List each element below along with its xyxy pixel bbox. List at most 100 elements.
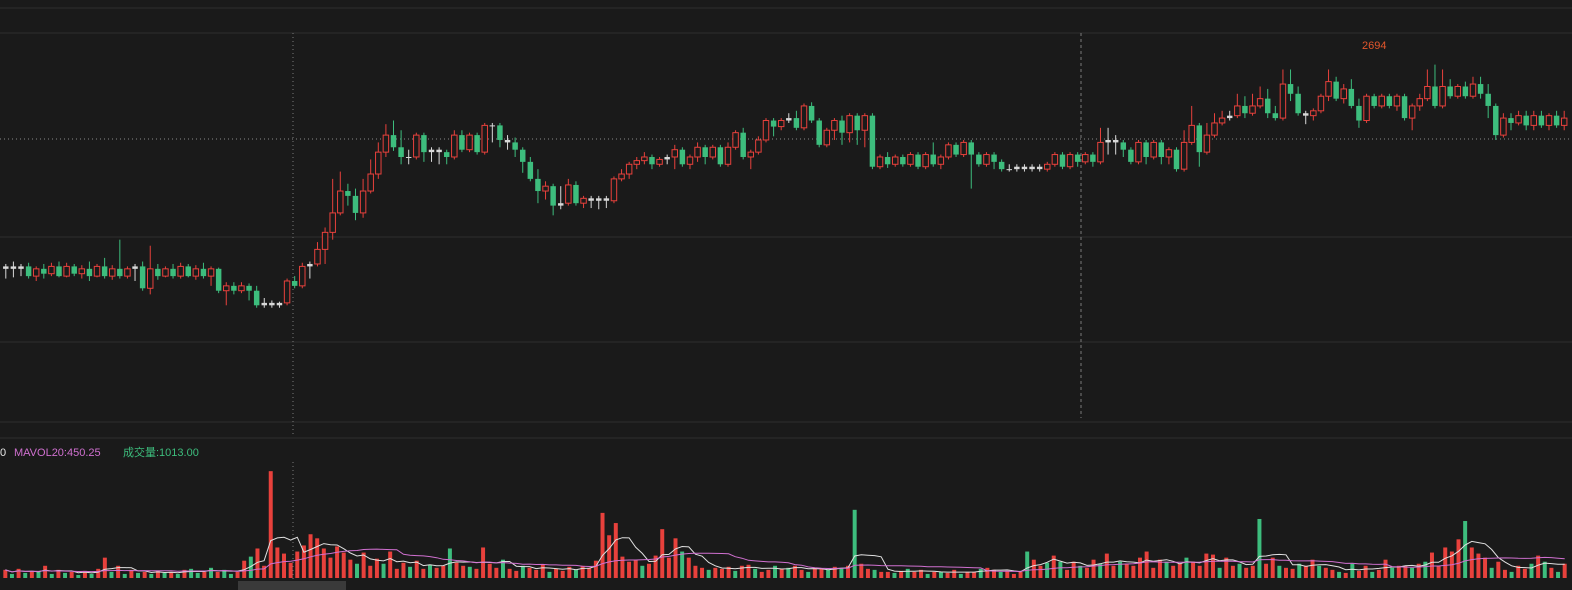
candle[interactable] [269,300,275,308]
volume-bar[interactable] [1211,554,1215,578]
volume-bar[interactable] [1217,567,1222,578]
volume-bar[interactable] [1529,563,1534,578]
volume-bar[interactable] [1496,561,1501,578]
candle[interactable] [945,142,952,160]
volume-bar[interactable] [1277,565,1282,578]
candle[interactable] [1059,152,1066,170]
volume-bar[interactable] [1536,555,1541,578]
volume-bar[interactable] [102,557,107,578]
candle[interactable] [1196,122,1203,167]
volume-bar[interactable] [799,569,804,578]
volume-bar[interactable] [779,568,784,578]
volume-bar[interactable] [1396,565,1401,578]
candle[interactable] [770,118,777,137]
volume-bar[interactable] [587,567,592,578]
candle[interactable] [1218,110,1226,126]
volume-bar[interactable] [308,534,313,578]
candle[interactable] [1454,84,1462,99]
volume-bar[interactable] [905,568,910,578]
candle[interactable] [192,265,200,280]
volume-bar[interactable] [76,574,81,578]
volume-bar[interactable] [1350,563,1355,578]
volume-bar[interactable] [268,471,273,578]
volume-bar[interactable] [607,535,612,578]
candle[interactable] [732,130,739,150]
candle[interactable] [915,152,921,170]
candle[interactable] [1523,110,1529,131]
volume-bar[interactable] [534,569,539,578]
candle[interactable] [321,227,329,264]
volume-bar[interactable] [374,558,379,578]
volume-bar[interactable] [321,548,326,578]
volume-bar[interactable] [228,573,233,578]
volume-bar[interactable] [1138,557,1142,578]
volume-bar[interactable] [938,571,943,578]
candle[interactable] [664,154,670,165]
candle[interactable] [550,183,556,216]
candle[interactable] [185,263,191,278]
candle[interactable] [625,161,633,179]
volume-bar[interactable] [36,571,41,578]
candle[interactable] [983,152,990,167]
volume-bar[interactable] [1456,539,1461,578]
candle[interactable] [18,263,24,277]
candle[interactable] [960,139,967,157]
candle[interactable] [283,278,291,306]
volume-bar[interactable] [859,563,864,578]
volume-bar[interactable] [1476,553,1481,578]
volume-bar[interactable] [149,573,154,578]
volume-bar[interactable] [1058,561,1063,578]
volume-bar[interactable] [215,571,220,578]
volume-bar[interactable] [1310,559,1315,578]
volume-bar[interactable] [507,568,512,578]
candle[interactable] [558,186,564,210]
volume-bar[interactable] [1011,573,1016,578]
candle[interactable] [876,154,884,170]
volume-bar[interactable] [1184,557,1189,578]
volume-bar[interactable] [414,560,419,578]
volume-bar[interactable] [1250,565,1255,578]
volume-bar[interactable] [633,559,638,578]
volume-bar[interactable] [1303,565,1308,578]
candle[interactable] [823,127,831,148]
volume-bar[interactable] [792,565,797,578]
volume-bar[interactable] [202,571,207,578]
volume-bar[interactable] [255,548,260,578]
candle[interactable] [846,113,853,143]
candle[interactable] [633,156,641,170]
candle[interactable] [459,130,465,153]
candle[interactable] [747,149,755,170]
volume-bar[interactable] [826,569,831,578]
candle[interactable] [610,176,618,204]
candle[interactable] [1439,69,1446,109]
volume-bar[interactable] [49,573,54,578]
candle[interactable] [3,263,9,279]
candle[interactable] [1432,64,1438,109]
volume-bar[interactable] [388,551,393,578]
volume-bar[interactable] [892,572,897,578]
volume-bar[interactable] [1118,561,1123,578]
candle[interactable] [679,147,686,167]
candle[interactable] [132,263,138,281]
volume-bar[interactable] [116,565,121,578]
volume-bar[interactable] [1025,551,1030,578]
volume-bar[interactable] [361,552,366,578]
volume-bar[interactable] [872,569,877,578]
volume-bar[interactable] [1443,547,1448,578]
candle[interactable] [345,183,351,206]
volume-bar[interactable] [806,571,811,578]
volume-bar[interactable] [1370,571,1375,578]
volume-bar[interactable] [189,568,194,578]
candle[interactable] [1203,122,1211,155]
candle[interactable] [1051,152,1059,167]
volume-bar[interactable] [295,551,300,578]
volume-bar[interactable] [1164,561,1169,578]
volume-bar[interactable] [1522,568,1527,578]
candle[interactable] [900,154,906,167]
volume-bar[interactable] [1383,559,1388,578]
candle[interactable] [1287,69,1294,102]
candle[interactable] [869,113,876,170]
candle[interactable] [314,242,321,267]
candle[interactable] [520,147,526,173]
candle[interactable] [641,152,648,165]
